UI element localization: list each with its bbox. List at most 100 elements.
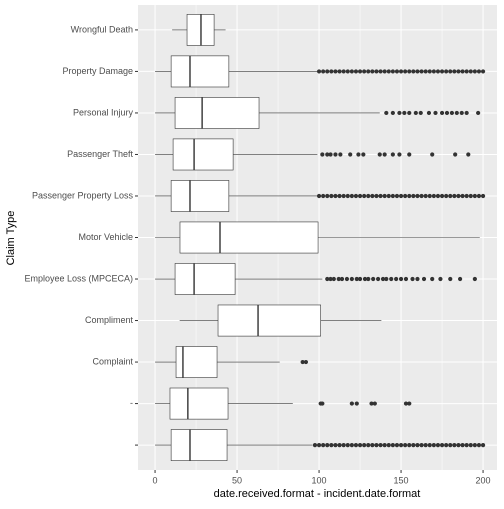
- outlier: [423, 69, 428, 74]
- outlier: [398, 276, 404, 282]
- outlier: [476, 69, 482, 74]
- outlier: [384, 110, 389, 116]
- outlier: [398, 442, 404, 448]
- outlier: [398, 69, 404, 74]
- outlier: [415, 442, 420, 448]
- outlier: [398, 193, 404, 199]
- outlier: [366, 276, 371, 282]
- x-tick-label: 100: [312, 475, 327, 485]
- outlier: [448, 442, 453, 448]
- outlier: [329, 193, 334, 199]
- outlier: [390, 152, 395, 157]
- outlier: [476, 193, 482, 199]
- x-tick-label: 0: [153, 475, 158, 485]
- outlier: [410, 276, 415, 282]
- outlier: [341, 442, 346, 448]
- x-tick-label: 50: [232, 475, 242, 485]
- outlier: [325, 442, 330, 448]
- outlier: [303, 359, 309, 365]
- outlier: [415, 69, 420, 74]
- outlier: [411, 193, 416, 199]
- outlier: [418, 110, 423, 116]
- y-tick-label: Motor Vehicle: [78, 232, 133, 242]
- outlier: [435, 442, 441, 448]
- outlier: [336, 276, 341, 282]
- outlier: [431, 193, 436, 199]
- outlier: [380, 276, 386, 282]
- outlier: [460, 442, 465, 448]
- outlier: [444, 193, 449, 199]
- outlier: [320, 152, 325, 157]
- box: [179, 221, 319, 254]
- outlier: [333, 69, 338, 74]
- outlier: [433, 110, 438, 116]
- outlier: [362, 193, 367, 199]
- outlier: [390, 193, 395, 199]
- outlier: [407, 110, 412, 116]
- y-axis-title: Claim Type: [5, 211, 17, 266]
- outlier: [394, 69, 400, 74]
- outlier: [377, 152, 382, 157]
- outlier: [472, 193, 477, 199]
- outlier: [362, 69, 367, 74]
- outlier: [329, 69, 334, 74]
- outlier: [374, 193, 379, 199]
- outlier: [349, 69, 354, 74]
- outlier: [464, 442, 469, 448]
- outlier: [454, 110, 459, 116]
- outlier: [325, 152, 330, 157]
- outlier: [430, 276, 435, 282]
- outlier: [413, 110, 418, 116]
- outlier: [386, 69, 391, 74]
- outlier: [372, 401, 377, 406]
- outlier: [325, 276, 330, 282]
- outlier: [415, 193, 420, 199]
- outlier: [444, 69, 449, 74]
- outlier: [341, 69, 346, 74]
- box: [175, 346, 218, 378]
- outlier: [382, 152, 387, 157]
- box: [174, 263, 236, 295]
- outlier: [390, 110, 395, 116]
- outlier: [476, 442, 482, 448]
- outlier: [345, 442, 350, 448]
- outlier: [411, 69, 416, 74]
- outlier: [325, 193, 330, 199]
- box: [169, 387, 229, 420]
- outlier: [357, 69, 363, 74]
- outlier: [457, 276, 463, 282]
- outlier: [312, 442, 318, 448]
- outlier: [423, 193, 428, 199]
- outlier: [348, 152, 353, 157]
- outlier: [366, 442, 371, 448]
- outlier: [349, 401, 354, 406]
- outlier: [382, 69, 387, 74]
- outlier: [439, 110, 445, 116]
- outlier: [353, 193, 359, 199]
- outlier: [338, 152, 343, 157]
- outlier: [390, 442, 395, 448]
- outlier: [444, 442, 449, 448]
- box: [217, 304, 321, 337]
- outlier: [362, 442, 367, 448]
- outlier: [316, 442, 322, 448]
- outlier: [384, 276, 389, 282]
- y-tick-label: Passenger Theft: [67, 149, 133, 159]
- outlier: [472, 442, 477, 448]
- outlier: [466, 152, 471, 157]
- outlier: [456, 69, 461, 74]
- outlier: [427, 193, 432, 199]
- outlier: [357, 442, 363, 448]
- outlier: [452, 193, 457, 199]
- y-tick-label: Passenger Property Loss: [32, 190, 134, 200]
- outlier: [472, 69, 477, 74]
- outlier: [375, 276, 381, 282]
- outlier: [403, 69, 408, 74]
- outlier: [460, 193, 465, 199]
- outlier: [464, 69, 469, 74]
- box: [170, 55, 230, 88]
- outlier: [320, 401, 325, 406]
- outlier: [460, 69, 465, 74]
- outlier: [407, 401, 412, 406]
